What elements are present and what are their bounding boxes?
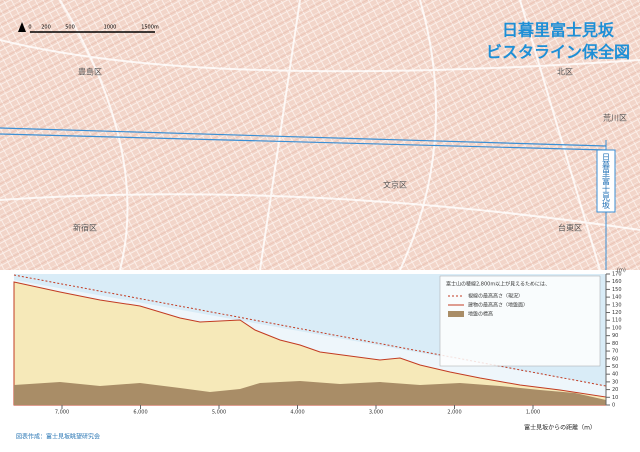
y-unit: (m) bbox=[617, 268, 626, 274]
x-tick-label: 5,000 bbox=[212, 410, 226, 416]
legend-item: 建物の最高高さ（地盤面） bbox=[468, 302, 528, 309]
map-marker: 日暮里富士見坂 bbox=[602, 153, 611, 210]
y-tick-label: 0 bbox=[612, 403, 615, 409]
y-tick-label: 90 bbox=[612, 333, 618, 339]
district-label: 北区 bbox=[557, 68, 573, 77]
legend-item: 視線の最高高さ（現況） bbox=[468, 293, 523, 300]
y-tick-label: 100 bbox=[612, 325, 622, 331]
y-tick-label: 130 bbox=[612, 302, 622, 308]
map: 日暮里富士見坂 日暮里富士見坂 ビスタライン保全図 豊島区 北区荒川区文京区新宿区… bbox=[0, 0, 640, 271]
x-tick-label: 1,000 bbox=[526, 410, 540, 416]
y-tick-label: 50 bbox=[612, 364, 618, 370]
y-tick-label: 110 bbox=[612, 318, 622, 324]
district-label: 豊島区 bbox=[78, 67, 102, 77]
scale-label: 500 bbox=[65, 25, 75, 31]
scale-label: 1500m bbox=[141, 25, 159, 31]
scale-label: 1000 bbox=[104, 25, 117, 31]
y-tick-label: 60 bbox=[612, 356, 618, 362]
legend-heading: 富士山の稜線2,800m以上が見えるためには、 bbox=[446, 281, 550, 288]
x-tick-label: 6,000 bbox=[133, 410, 147, 416]
y-tick-label: 140 bbox=[612, 295, 622, 301]
scale-label: 200 bbox=[41, 25, 51, 31]
y-tick-label: 20 bbox=[612, 387, 618, 393]
district-label: 新宿区 bbox=[73, 223, 97, 233]
y-tick-label: 170 bbox=[612, 272, 622, 278]
district-label: 文京区 bbox=[383, 180, 407, 190]
title-line2: ビスタライン保全図 bbox=[486, 43, 630, 62]
y-tick-label: 30 bbox=[612, 379, 618, 385]
x-tick-label: 7,000 bbox=[55, 410, 69, 416]
district-label: 台東区 bbox=[558, 223, 582, 233]
credit: 図表作成：富士見坂眺望研究会 bbox=[16, 433, 100, 441]
y-tick-label: 80 bbox=[612, 341, 618, 347]
x-tick-label: 2,000 bbox=[447, 410, 461, 416]
profile: 富士山の稜線2,800m以上が見えるためには、 視線の最高高さ（現況） 建物の最… bbox=[0, 268, 640, 432]
x-tick-label: 4,000 bbox=[290, 410, 304, 416]
title-line1: 日暮里富士見坂 bbox=[502, 21, 615, 40]
y-tick-label: 120 bbox=[612, 310, 622, 316]
x-tick-label: 3,000 bbox=[369, 410, 383, 416]
y-tick-label: 150 bbox=[612, 287, 622, 293]
x-axis-label: 富士見坂からの距離（m） bbox=[524, 424, 596, 432]
y-tick-label: 70 bbox=[612, 349, 618, 355]
y-tick-label: 40 bbox=[612, 372, 618, 378]
y-tick-label: 160 bbox=[612, 279, 622, 285]
district-label: 荒川区 bbox=[603, 113, 627, 123]
scale-label: 0 bbox=[28, 25, 31, 31]
y-tick-label: 10 bbox=[612, 395, 618, 401]
legend-item: 地盤の標高 bbox=[468, 311, 493, 318]
